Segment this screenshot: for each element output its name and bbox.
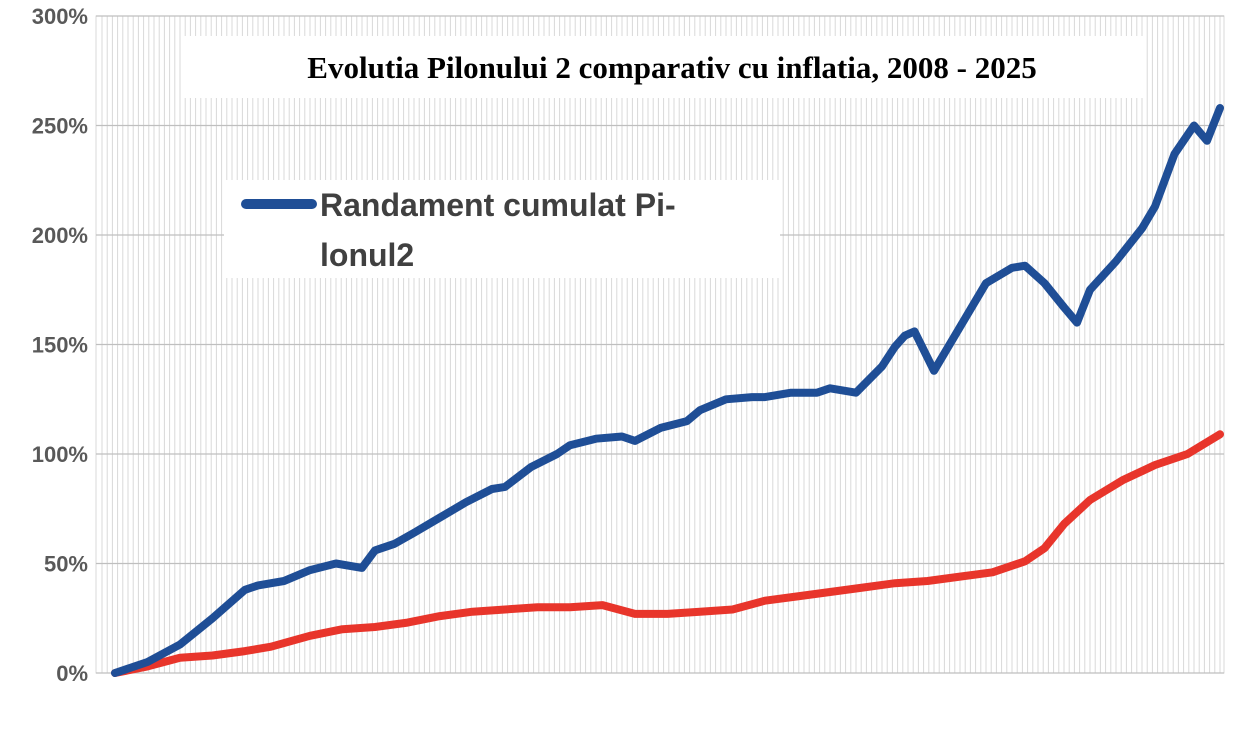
legend-box [224,180,780,278]
y-axis-tick-labels: 0% 50% 100% 150% 200% 250% 300% [32,4,88,686]
legend-label-line-2: lonul2 [320,237,414,273]
y-tick-label: 0% [56,661,88,686]
y-tick-label: 300% [32,4,88,29]
y-tick-label: 50% [44,552,88,577]
y-tick-label: 150% [32,333,88,358]
title-background [182,36,1144,98]
y-tick-label: 100% [32,442,88,467]
series-layer [111,104,1224,677]
legend: Randament cumulat Pi- lonul2 [224,180,780,278]
series-line-inflatie [111,430,1224,677]
y-tick-label: 200% [32,223,88,248]
legend-label-line-1: Randament cumulat Pi- [320,187,676,223]
y-tick-label: 250% [32,114,88,139]
chart-title: Evolutia Pilonului 2 comparativ cu infla… [307,50,1036,85]
series-line-pilonul2 [111,104,1224,677]
